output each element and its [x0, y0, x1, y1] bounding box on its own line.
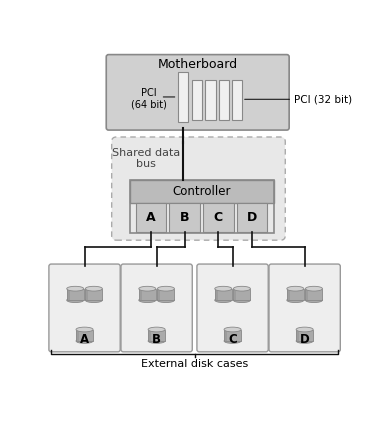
Ellipse shape: [148, 327, 165, 332]
Ellipse shape: [157, 298, 174, 302]
Bar: [157, 288, 161, 300]
Ellipse shape: [67, 286, 84, 291]
Text: C: C: [228, 332, 237, 346]
Text: A: A: [146, 211, 156, 224]
FancyBboxPatch shape: [106, 55, 289, 130]
Bar: [85, 288, 89, 300]
Bar: [129, 180, 274, 233]
Ellipse shape: [305, 286, 323, 291]
Bar: [233, 288, 236, 300]
Ellipse shape: [215, 286, 232, 291]
Text: Shared data
bus: Shared data bus: [112, 148, 180, 169]
Bar: [224, 330, 227, 341]
Bar: [237, 203, 268, 232]
Text: Controller: Controller: [172, 185, 231, 198]
Bar: [305, 288, 323, 300]
Text: PCI
(64 bit): PCI (64 bit): [131, 88, 167, 109]
Text: PCI (32 bit): PCI (32 bit): [294, 94, 352, 104]
Text: A: A: [80, 332, 89, 346]
Bar: [192, 80, 203, 120]
Bar: [139, 288, 142, 300]
Ellipse shape: [296, 327, 313, 332]
Ellipse shape: [67, 298, 84, 302]
Ellipse shape: [296, 339, 313, 343]
Ellipse shape: [85, 286, 102, 291]
Bar: [305, 288, 308, 300]
Bar: [219, 80, 229, 120]
Bar: [215, 288, 218, 300]
Text: External disk cases: External disk cases: [141, 359, 248, 369]
Bar: [67, 288, 70, 300]
Bar: [287, 288, 304, 300]
Bar: [206, 80, 216, 120]
Ellipse shape: [157, 286, 174, 291]
Bar: [296, 330, 313, 341]
Text: B: B: [152, 332, 161, 346]
FancyBboxPatch shape: [112, 137, 285, 240]
Bar: [136, 203, 166, 232]
Bar: [296, 330, 299, 341]
FancyBboxPatch shape: [121, 264, 192, 352]
Bar: [148, 330, 151, 341]
Bar: [67, 288, 84, 300]
Bar: [129, 180, 274, 203]
Ellipse shape: [76, 327, 93, 332]
Bar: [139, 288, 156, 300]
Ellipse shape: [224, 327, 241, 332]
Ellipse shape: [76, 339, 93, 343]
Bar: [224, 330, 241, 341]
Bar: [233, 288, 250, 300]
Ellipse shape: [287, 298, 304, 302]
FancyBboxPatch shape: [269, 264, 340, 352]
Ellipse shape: [148, 339, 165, 343]
Bar: [76, 330, 93, 341]
FancyBboxPatch shape: [49, 264, 120, 352]
Text: C: C: [214, 211, 223, 224]
Bar: [203, 203, 234, 232]
Text: D: D: [247, 211, 257, 224]
Bar: [169, 203, 200, 232]
Ellipse shape: [215, 298, 232, 302]
Bar: [232, 80, 242, 120]
Text: B: B: [180, 211, 189, 224]
Text: D: D: [300, 332, 310, 346]
Ellipse shape: [233, 298, 250, 302]
Ellipse shape: [224, 339, 241, 343]
Ellipse shape: [287, 286, 304, 291]
Bar: [215, 288, 232, 300]
Ellipse shape: [85, 298, 102, 302]
Ellipse shape: [305, 298, 323, 302]
FancyBboxPatch shape: [197, 264, 268, 352]
Bar: [157, 288, 174, 300]
Bar: [177, 72, 188, 122]
Bar: [76, 330, 79, 341]
Ellipse shape: [139, 298, 156, 302]
Ellipse shape: [233, 286, 250, 291]
Bar: [148, 330, 165, 341]
Text: Motherboard: Motherboard: [157, 58, 238, 71]
Ellipse shape: [139, 286, 156, 291]
Bar: [85, 288, 102, 300]
Bar: [287, 288, 290, 300]
